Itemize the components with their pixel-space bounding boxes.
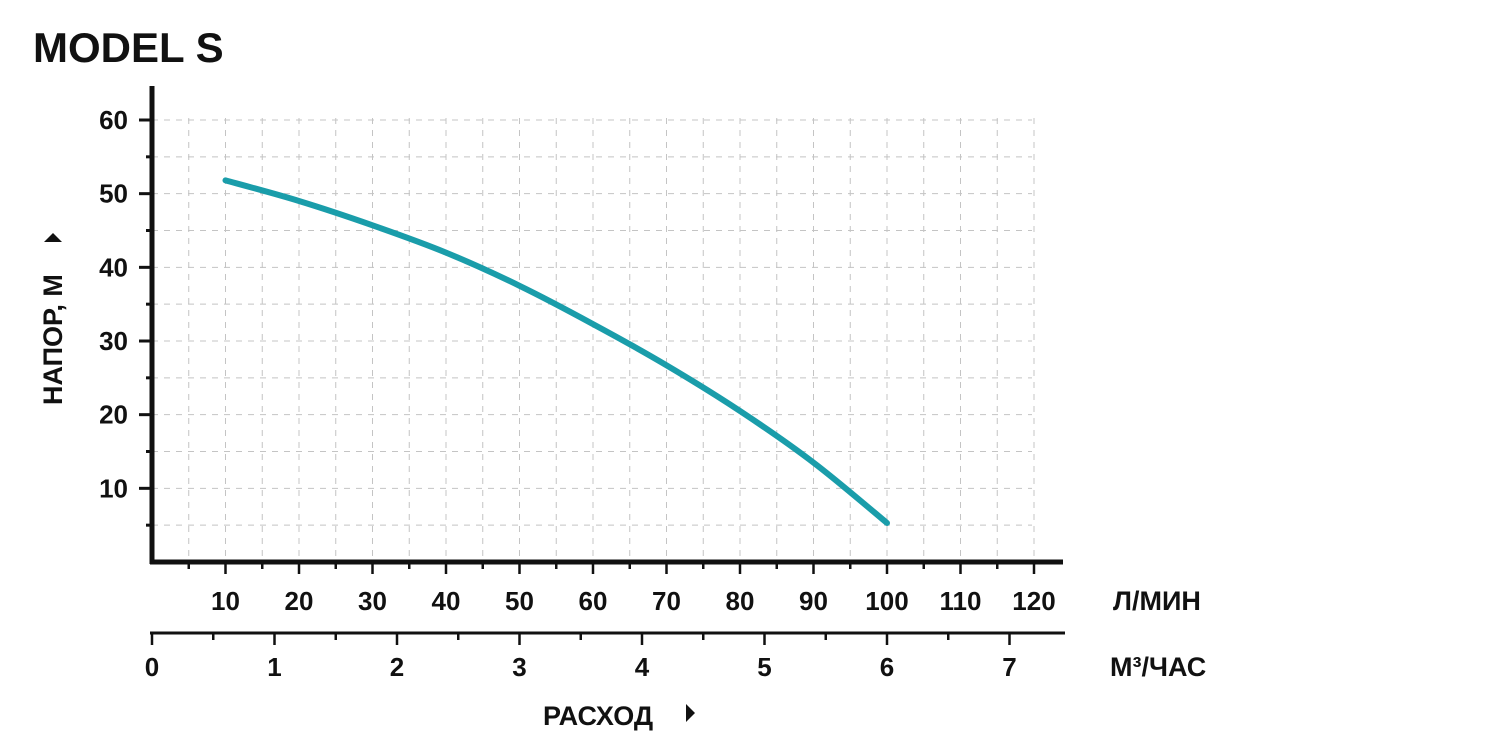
series: [222, 177, 890, 526]
x-ticks-m3-h: 0 1 2 3 4 5 6 7: [145, 633, 1017, 682]
x-tick-label: 30: [358, 586, 387, 616]
x-tick-label: 70: [652, 586, 681, 616]
x2-tick-label: 4: [635, 652, 650, 682]
x-tick-label: 10: [211, 586, 240, 616]
grid: [152, 118, 1035, 562]
x-tick-label: 60: [579, 586, 608, 616]
x-tick-label: 100: [865, 586, 908, 616]
y-axis-arrow-icon: [44, 233, 62, 242]
x2-tick-label: 0: [145, 652, 159, 682]
series-line: [222, 177, 890, 526]
x2-tick-label: 2: [390, 652, 404, 682]
y-tick-label: 20: [99, 400, 128, 430]
x-tick-label: 120: [1012, 586, 1055, 616]
x-tick-label: 40: [432, 586, 461, 616]
x2-tick-label: 7: [1002, 652, 1016, 682]
x-tick-label: 110: [940, 586, 982, 616]
x-tick-label: 20: [285, 586, 314, 616]
x-ticks-l-min: 10 20 30 40 50 60 70 80 90 100 110 120: [187, 562, 1056, 616]
x-unit-primary-label: Л/МИН: [1113, 586, 1201, 616]
y-axis-label: НАПОР, М: [38, 274, 68, 405]
x-axis-label: РАСХОД: [543, 701, 653, 731]
chart-title: MODEL S: [33, 24, 224, 71]
x-tick-label: 90: [799, 586, 828, 616]
y-tick-label: 30: [99, 326, 128, 356]
y-tick-label: 60: [99, 105, 128, 135]
x2-tick-label: 1: [267, 652, 281, 682]
x-tick-label: 50: [505, 586, 534, 616]
y-tick-label: 40: [99, 252, 128, 282]
y-tick-label: 10: [99, 473, 128, 503]
x-axis-arrow-icon: [686, 704, 695, 722]
x-tick-label: 80: [726, 586, 755, 616]
y-ticks: 10 20 30 40 50 60: [99, 105, 152, 527]
y-tick-label: 50: [99, 179, 128, 209]
x-unit-secondary-label: М³/ЧАС: [1110, 652, 1206, 682]
x2-tick-label: 3: [512, 652, 526, 682]
x2-tick-label: 5: [757, 652, 771, 682]
x2-tick-label: 6: [880, 652, 894, 682]
